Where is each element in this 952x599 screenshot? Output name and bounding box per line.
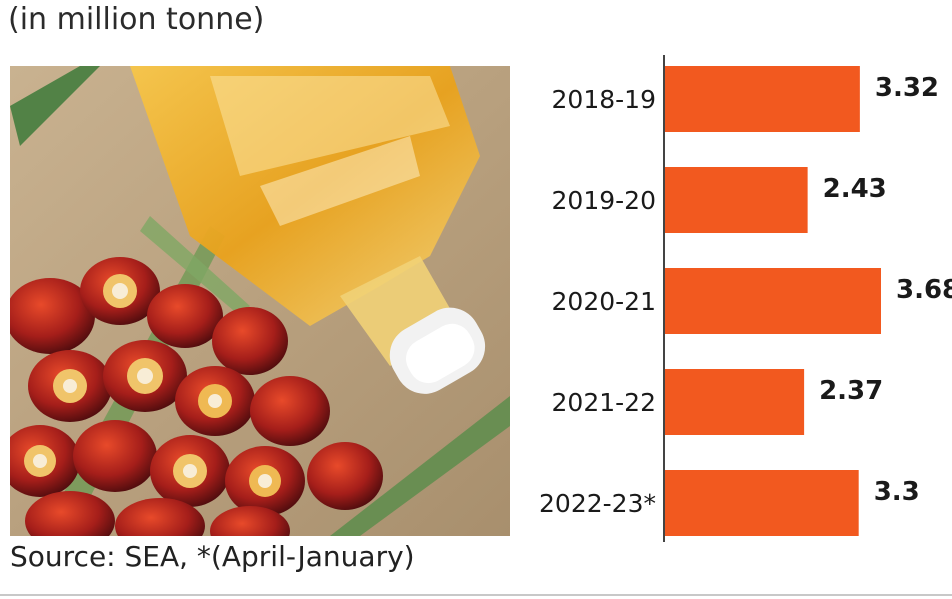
bar-2018-19 (665, 66, 860, 132)
category-label: 2019-20 (552, 186, 656, 215)
value-label: 3.3 (874, 477, 920, 507)
category-label: 2020-21 (552, 287, 656, 316)
value-label: 3.68 (896, 275, 952, 305)
chart-subtitle: (in million tonne) (8, 2, 265, 37)
value-label: 2.43 (823, 174, 887, 204)
value-label: 3.32 (875, 73, 939, 103)
category-label: 2018-19 (552, 85, 656, 114)
category-label: 2022-23* (539, 489, 656, 518)
bar-2020-21 (665, 268, 881, 334)
bar-2019-20 (665, 167, 808, 233)
palm-oil-illustration (10, 66, 510, 536)
category-label: 2021-22 (552, 388, 656, 417)
value-label: 2.37 (819, 376, 883, 406)
source-note: Source: SEA, *(April-January) (10, 540, 415, 573)
bar-2022-23 (665, 470, 859, 536)
bottom-divider (0, 594, 952, 596)
bar-2021-22 (665, 369, 805, 435)
palm-oil-photo (10, 66, 510, 536)
